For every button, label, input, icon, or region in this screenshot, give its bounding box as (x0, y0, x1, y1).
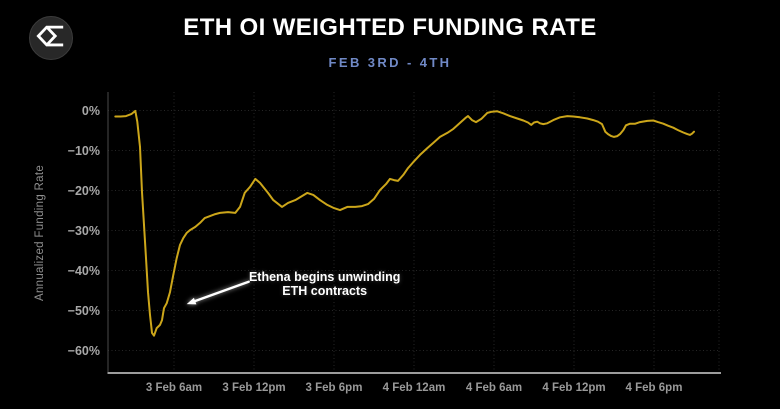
x-tick-label: 4 Feb 6pm (625, 382, 683, 394)
y-tick-label: −50% (67, 303, 100, 318)
funding-rate-line (114, 109, 695, 337)
x-tick-label: 3 Feb 6pm (305, 382, 363, 394)
y-tick-label: −10% (67, 143, 100, 158)
annotation-line1: Ethena begins unwinding (248, 269, 401, 284)
chart-title: ETH OI WEIGHTED FUNDING RATE (183, 14, 597, 41)
annotation-arrow (186, 280, 250, 305)
y-tick-label: −40% (67, 263, 100, 278)
y-tick-label: 0% (81, 103, 100, 118)
x-tick-label: 4 Feb 12am (382, 382, 446, 394)
y-tick-label: −30% (67, 223, 100, 238)
x-tick-label: 3 Feb 6am (145, 382, 203, 394)
chart-subtitle: FEB 3RD - 4TH (328, 55, 452, 70)
sigma-diamond-logo-icon (36, 22, 66, 55)
x-tick-label: 3 Feb 12pm (222, 382, 286, 394)
gridlines (108, 92, 720, 373)
x-tick-label: 4 Feb 6am (465, 382, 523, 394)
annotation-line2: ETH contracts (282, 283, 368, 298)
annotation-label: Ethena begins unwinding ETH contracts (215, 270, 435, 298)
velo-logo-badge (29, 16, 73, 60)
y-tick-label: −20% (67, 183, 100, 198)
arrow-shaft (192, 280, 250, 303)
x-tick-label: 4 Feb 12pm (542, 382, 606, 394)
arrow-head (186, 297, 197, 305)
y-tick-label: −60% (67, 343, 100, 358)
